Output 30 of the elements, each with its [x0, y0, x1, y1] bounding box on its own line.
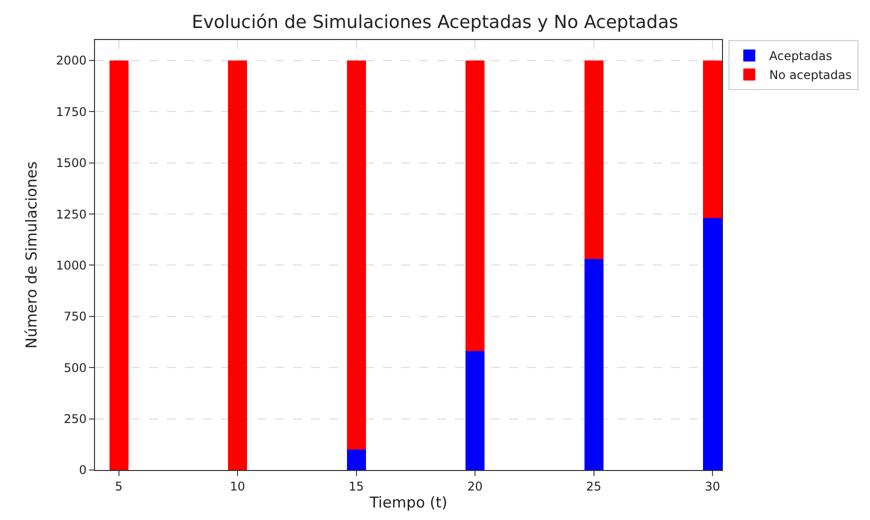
x-tick-label: 10 — [230, 479, 246, 494]
bar — [584, 259, 604, 470]
y-tick-label: 1500 — [56, 156, 87, 170]
chart-title: Evolución de Simulaciones Aceptadas y No Aceptadas — [192, 12, 678, 34]
x-tick-label: 5 — [114, 479, 123, 494]
y-axis-title: Número de Simulaciones — [22, 161, 40, 349]
bar — [703, 218, 722, 470]
y-tick-label: 250 — [64, 412, 87, 426]
bar — [109, 60, 128, 470]
bar — [228, 60, 247, 470]
bar — [466, 351, 484, 470]
bar — [346, 60, 366, 450]
legend-label: No aceptadas — [769, 68, 852, 82]
x-axis-title: Tiempo (t) — [368, 493, 448, 512]
x-tick-label: 20 — [467, 479, 483, 494]
legend-label: Aceptadas — [769, 49, 832, 64]
x-tick-label: 25 — [586, 479, 602, 494]
y-tick-label: 500 — [64, 360, 87, 375]
x-tick-label: 15 — [348, 479, 364, 494]
y-tick-label: 1250 — [56, 207, 87, 222]
y-tick-label: 0 — [78, 463, 87, 478]
bar — [346, 450, 366, 470]
y-tick-label: 2000 — [56, 54, 87, 68]
y-tick-label: 1000 — [56, 258, 87, 272]
y-tick-label: 750 — [64, 310, 87, 324]
bar — [703, 60, 722, 218]
x-tick-label: 30 — [704, 479, 720, 494]
bar — [584, 60, 604, 260]
bar — [466, 60, 484, 352]
y-tick-label: 1750 — [56, 104, 87, 119]
